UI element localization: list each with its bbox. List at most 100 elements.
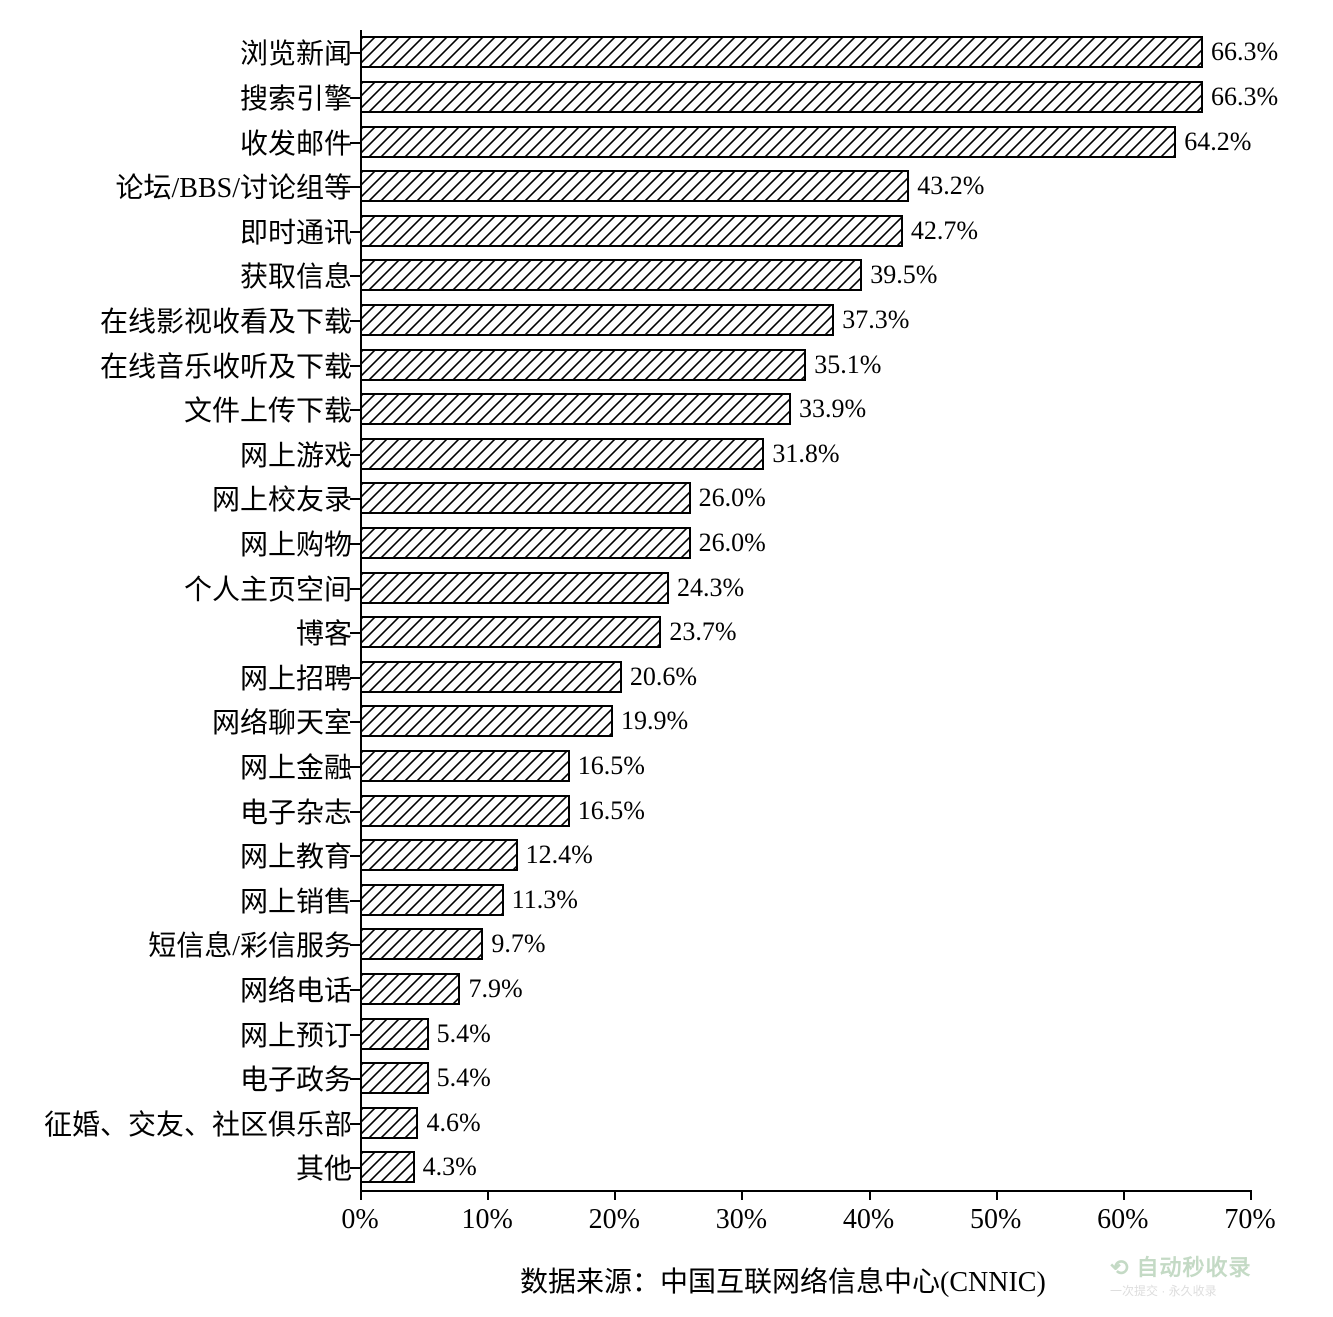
y-tick [350,1034,360,1036]
bar-value-label: 4.6% [426,1108,480,1138]
x-tick [1123,1190,1125,1200]
bar [360,973,460,1005]
bar [360,616,661,648]
bar [360,170,909,202]
bar-value-label: 42.7% [911,216,978,246]
bar-value-label: 9.7% [491,929,545,959]
category-label: 网上购物 [240,523,352,563]
category-label: 网络电话 [240,969,352,1009]
category-label: 网上金融 [240,746,352,786]
category-label: 网上预订 [240,1014,352,1054]
bar [360,304,834,336]
y-tick [350,365,360,367]
x-tick [869,1190,871,1200]
y-tick [350,944,360,946]
source-label: 数据来源：中国互联网络信息中心(CNNIC) [520,1260,1046,1300]
bar-value-label: 4.3% [423,1152,477,1182]
category-label: 即时通讯 [240,211,352,251]
y-tick [350,588,360,590]
bar-value-label: 24.3% [677,573,744,603]
x-tick [360,1190,362,1200]
category-label: 收发邮件 [240,122,352,162]
category-label: 其他 [296,1147,352,1187]
bar-value-label: 26.0% [699,483,766,513]
bar [360,393,791,425]
y-tick [350,543,360,545]
category-label: 短信息/彩信服务 [148,924,352,964]
y-tick [350,52,360,54]
x-tick-label: 70% [1224,1204,1275,1236]
bar [360,928,483,960]
bar-value-label: 43.2% [917,171,984,201]
bar [360,349,806,381]
bar [360,839,518,871]
x-tick-label: 0% [341,1204,378,1236]
x-tick [1250,1190,1252,1200]
bar [360,438,764,470]
y-tick [350,900,360,902]
bar [360,884,504,916]
category-label: 网上校友录 [212,478,352,518]
x-tick [614,1190,616,1200]
bar-value-label: 31.8% [772,439,839,469]
y-tick [350,97,360,99]
bar-value-label: 66.3% [1211,82,1278,112]
bar-value-label: 11.3% [512,885,578,915]
bar-value-label: 64.2% [1184,127,1251,157]
category-label: 论坛/BBS/讨论组等 [116,166,352,206]
bar [360,705,613,737]
bar-value-label: 37.3% [842,305,909,335]
y-tick [350,1167,360,1169]
watermark-subtitle: 一次提交 · 永久收录 [1110,1282,1252,1299]
bar [360,81,1203,113]
bar [360,126,1176,158]
y-tick [350,454,360,456]
bar-value-label: 16.5% [578,796,645,826]
x-tick-label: 30% [716,1204,767,1236]
bar [360,259,862,291]
bar-value-label: 23.7% [669,617,736,647]
x-tick-label: 20% [589,1204,640,1236]
x-tick [996,1190,998,1200]
bar [360,1151,415,1183]
category-label: 网上游戏 [240,434,352,474]
bar-value-label: 20.6% [630,662,697,692]
bar-value-label: 26.0% [699,528,766,558]
y-tick [350,811,360,813]
y-axis [360,30,362,1190]
bar [360,1062,429,1094]
y-tick [350,989,360,991]
y-tick [350,632,360,634]
bar [360,572,669,604]
category-label: 征婚、交友、社区俱乐部 [44,1103,352,1143]
category-label: 电子政务 [240,1058,352,1098]
category-label: 博客 [296,612,352,652]
x-axis [360,1190,1250,1192]
bar-value-label: 5.4% [437,1019,491,1049]
category-label: 个人主页空间 [184,568,352,608]
y-tick [350,275,360,277]
bar-value-label: 12.4% [526,840,593,870]
x-tick [487,1190,489,1200]
category-label: 浏览新闻 [240,32,352,72]
x-tick [741,1190,743,1200]
y-tick [350,1123,360,1125]
category-label: 网上销售 [240,880,352,920]
category-label: 网上教育 [240,835,352,875]
y-tick [350,721,360,723]
bar [360,482,691,514]
category-label: 电子杂志 [240,791,352,831]
category-label: 搜索引擎 [240,77,352,117]
y-tick [350,1078,360,1080]
plot-area: 66.3%66.3%64.2%43.2%42.7%39.5%37.3%35.1%… [360,30,1250,1190]
x-tick-label: 60% [1097,1204,1148,1236]
bar-value-label: 66.3% [1211,37,1278,67]
x-tick-label: 10% [461,1204,512,1236]
bar-value-label: 39.5% [870,260,937,290]
bar [360,215,903,247]
y-tick [350,320,360,322]
x-tick-label: 40% [843,1204,894,1236]
category-label: 在线音乐收听及下载 [100,345,352,385]
bar [360,1018,429,1050]
y-tick [350,677,360,679]
